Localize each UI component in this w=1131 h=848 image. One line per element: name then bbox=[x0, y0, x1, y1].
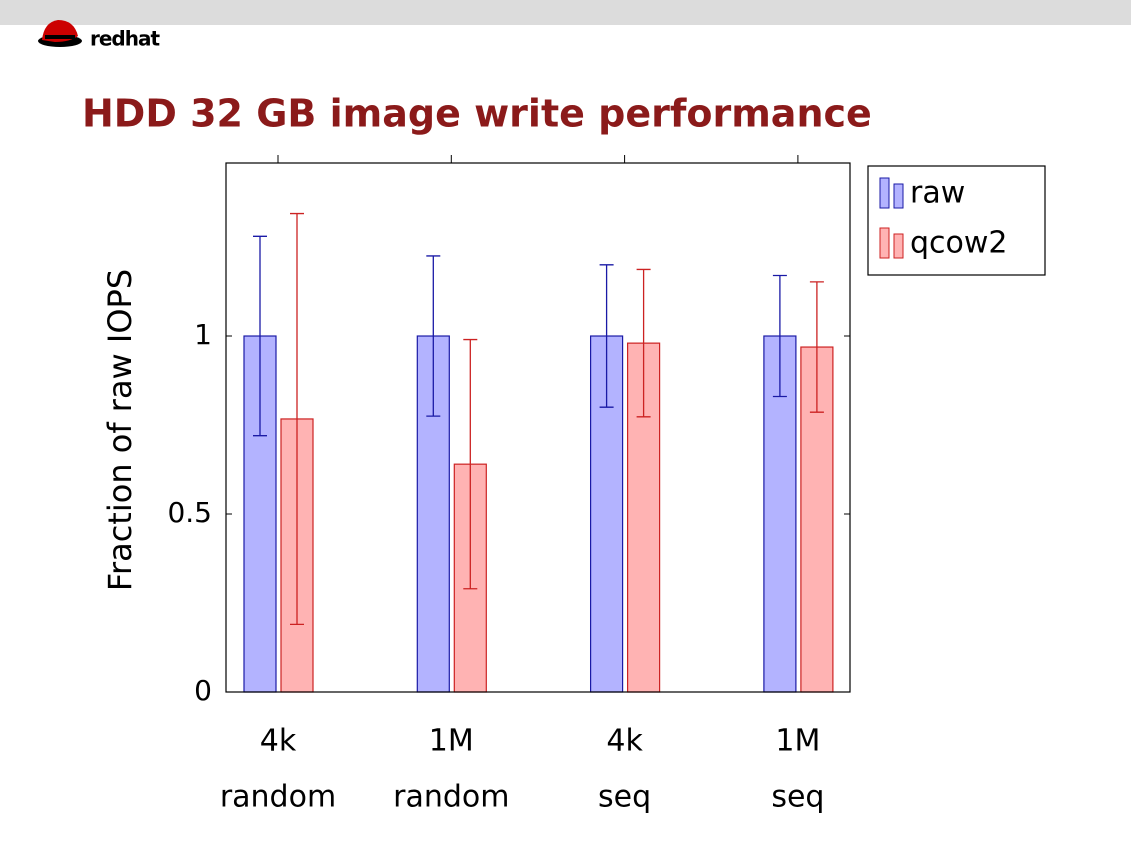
x-tick-label: 1M bbox=[429, 724, 474, 759]
y-axis-label: Fraction of raw IOPS bbox=[101, 269, 139, 591]
error-bar bbox=[463, 338, 478, 590]
error-bar bbox=[599, 264, 614, 408]
y-tick-label: 0.5 bbox=[167, 496, 212, 529]
error-bar bbox=[290, 212, 304, 626]
legend-swatch bbox=[893, 233, 904, 259]
legend-swatch bbox=[879, 227, 890, 259]
legend-label: qcow2 bbox=[910, 226, 1008, 261]
error-bar bbox=[636, 268, 651, 418]
x-tick-label: 4k bbox=[260, 724, 297, 759]
plot-frame bbox=[225, 162, 851, 693]
x-tick-label: random bbox=[393, 780, 509, 815]
x-tick-label: seq bbox=[771, 780, 824, 815]
error-bar bbox=[426, 255, 441, 417]
legend-swatch bbox=[893, 183, 904, 209]
x-tick-label: seq bbox=[598, 780, 651, 815]
error-bar bbox=[253, 235, 267, 437]
error-bar bbox=[772, 274, 787, 398]
y-tick-label: 1 bbox=[194, 318, 212, 351]
legend-label: raw bbox=[910, 176, 965, 211]
slide-title: HDD 32 GB image write performance bbox=[82, 92, 872, 136]
x-tick-label: random bbox=[220, 780, 336, 815]
top-bar bbox=[0, 0, 1131, 25]
y-tick-label: 0 bbox=[194, 674, 212, 707]
logo-text: redhat bbox=[90, 27, 160, 51]
x-tick-label: 1M bbox=[775, 724, 820, 759]
error-bar bbox=[809, 281, 824, 413]
logo-icon bbox=[38, 20, 82, 47]
legend-swatch bbox=[879, 177, 890, 209]
x-tick-label: 4k bbox=[606, 724, 643, 759]
